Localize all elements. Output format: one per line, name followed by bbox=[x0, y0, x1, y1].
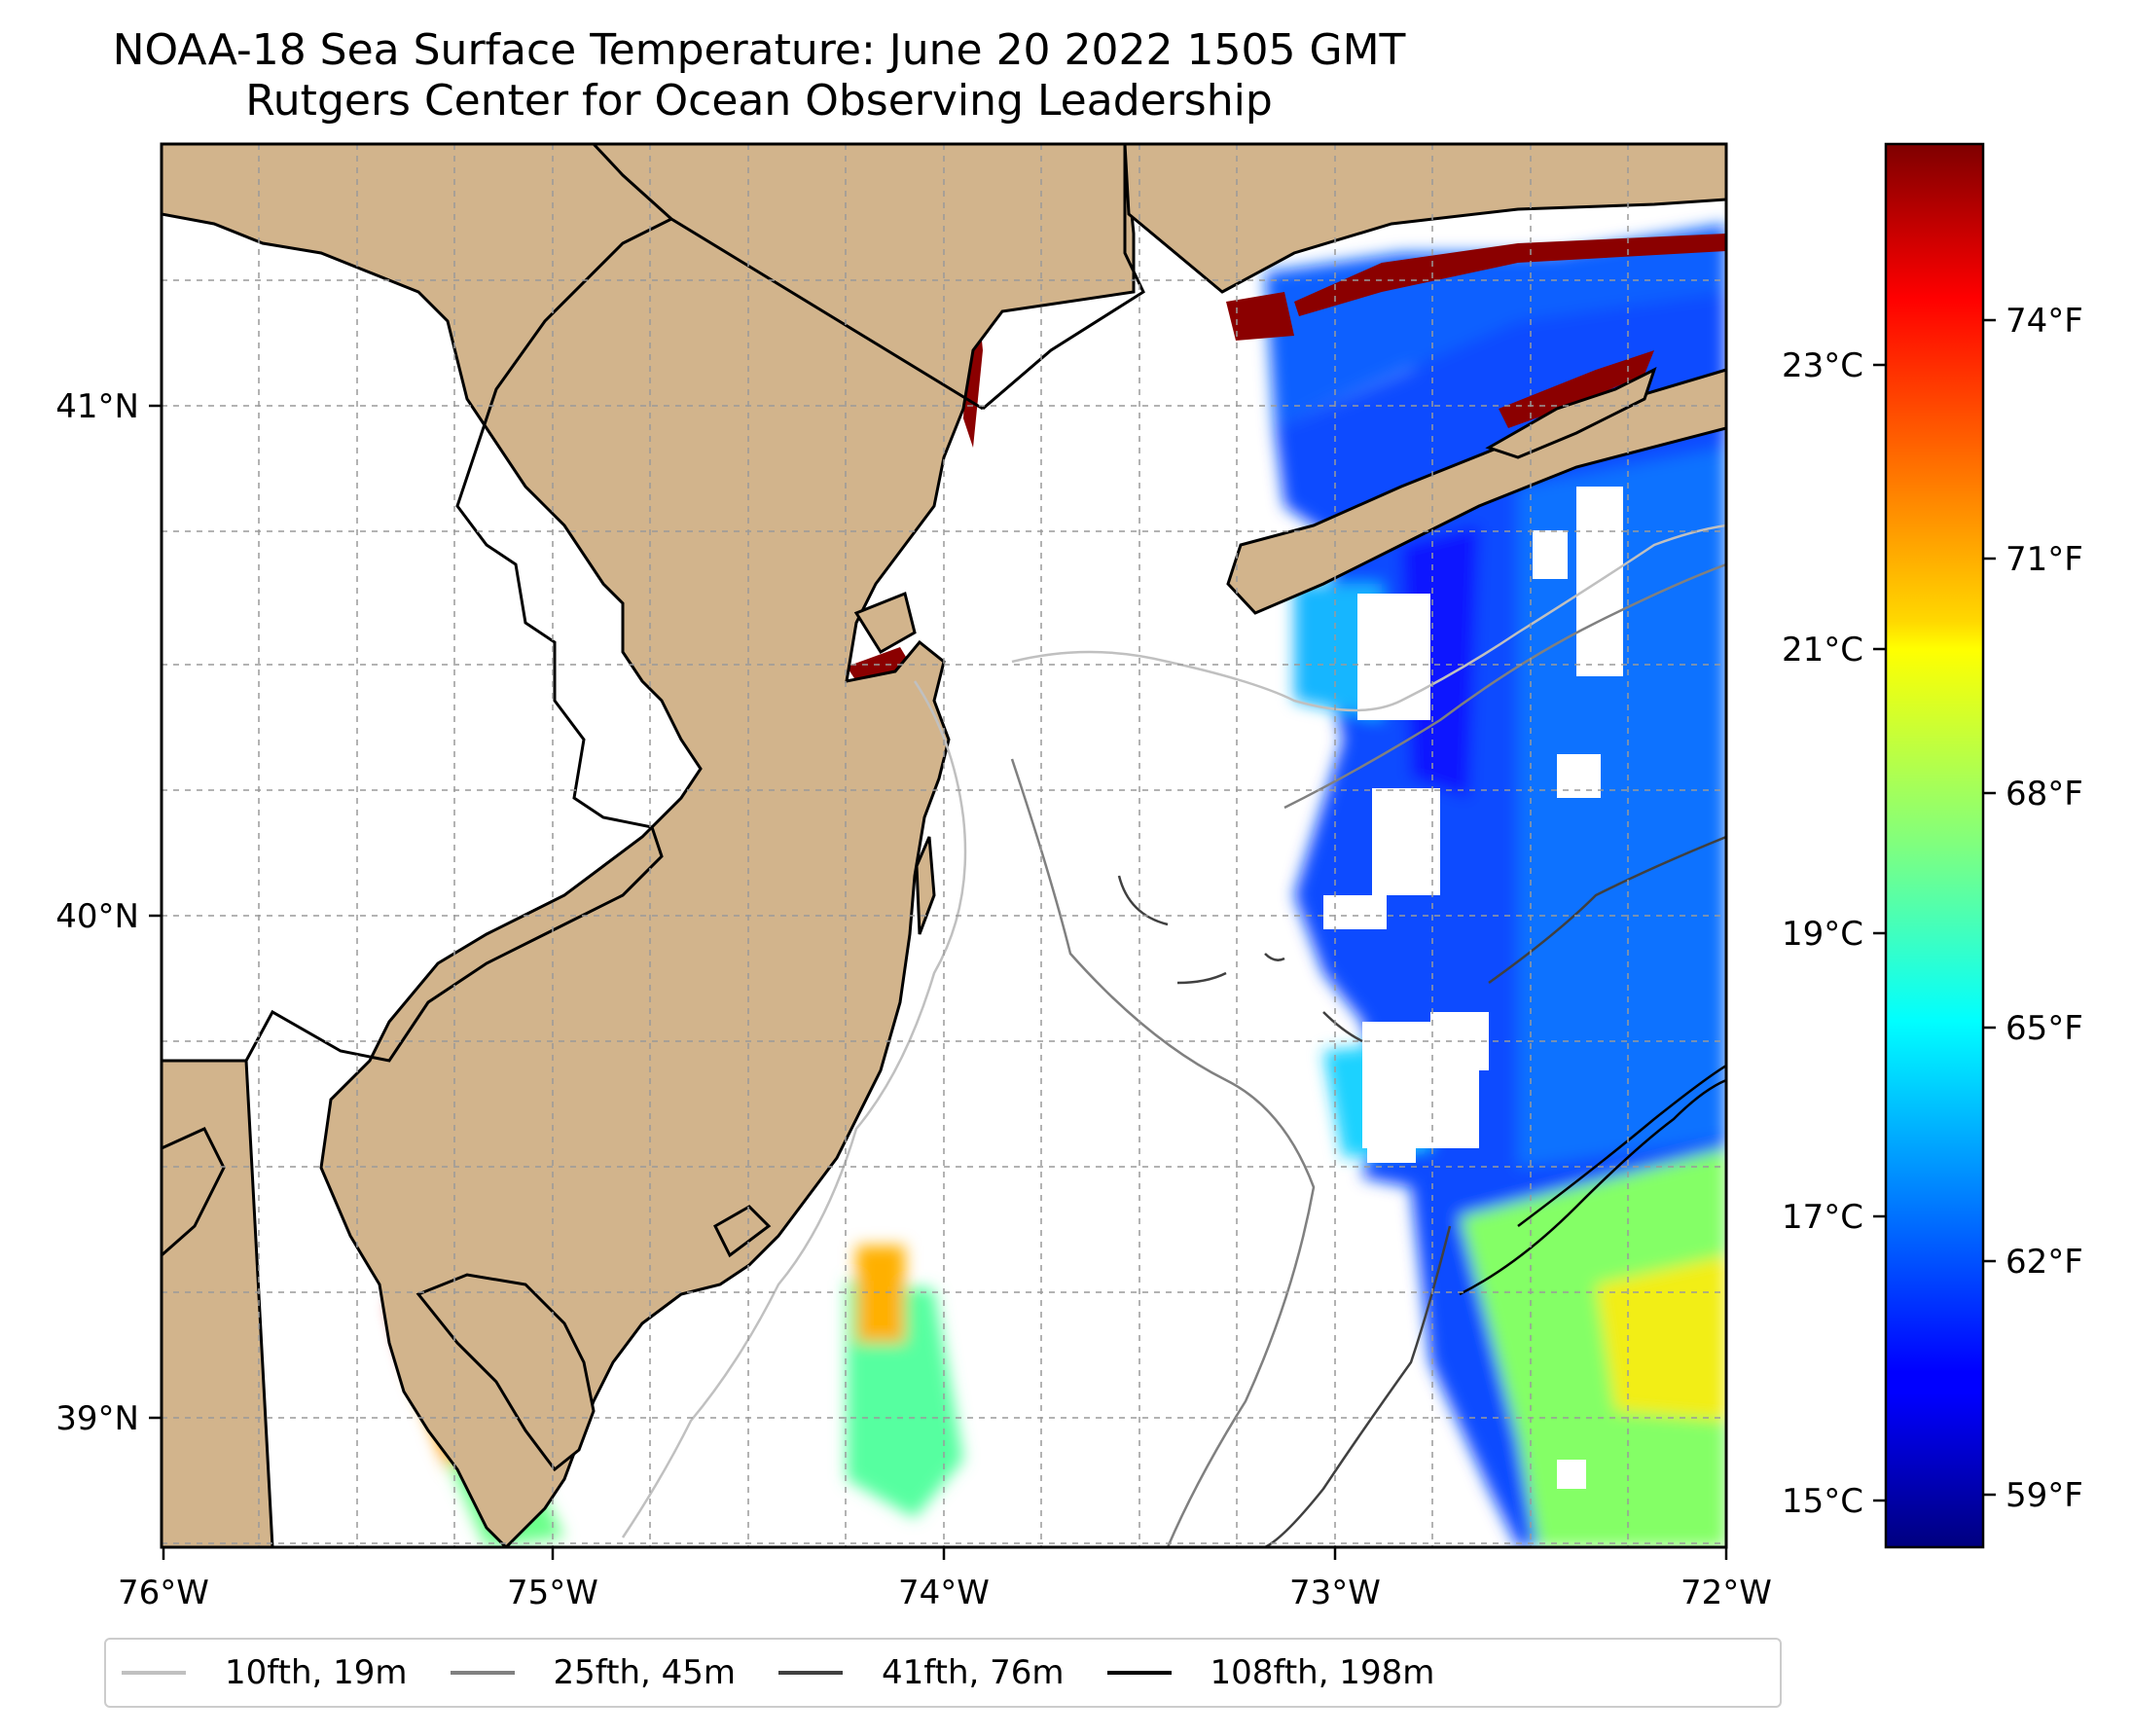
colorbar-celsius-label: 17°C bbox=[1782, 1198, 1863, 1237]
legend-line-41fth bbox=[778, 1671, 844, 1675]
x-tick-label: 72°W bbox=[1680, 1573, 1772, 1612]
x-tick-label: 75°W bbox=[507, 1573, 598, 1612]
colorbar-celsius-label: 23°C bbox=[1782, 346, 1863, 385]
depth-contour-legend: 10fth, 19m 25fth, 45m 41fth, 76m 108fth,… bbox=[104, 1638, 1782, 1708]
legend-label: 41fth, 76m bbox=[882, 1653, 1065, 1692]
legend-label: 25fth, 45m bbox=[553, 1653, 737, 1692]
legend-line-108fth bbox=[1106, 1671, 1172, 1675]
colorbar: 15°C 17°C 19°C 21°C 23°C 59°F 62°F 65°F … bbox=[1782, 142, 2083, 1549]
legend-item: 108fth, 198m bbox=[1106, 1653, 1435, 1692]
cloud-gaps bbox=[1323, 487, 1623, 1489]
y-tick-label: 39°N bbox=[55, 1399, 139, 1438]
x-tick-label: 74°W bbox=[898, 1573, 990, 1612]
map-area bbox=[162, 144, 1726, 1547]
colorbar-fahrenheit-label: 71°F bbox=[2006, 540, 2083, 579]
gridlines bbox=[162, 144, 1726, 1547]
legend-line-10fth bbox=[122, 1671, 186, 1675]
map-title: NOAA-18 Sea Surface Temperature: June 20… bbox=[112, 25, 1406, 75]
colorbar-celsius-label: 19°C bbox=[1782, 915, 1863, 954]
legend-item: 41fth, 76m bbox=[778, 1653, 1065, 1692]
colorbar-celsius-label: 15°C bbox=[1782, 1482, 1863, 1521]
colorbar-fahrenheit-label: 62°F bbox=[2006, 1243, 2083, 1282]
bathymetry-contours bbox=[621, 524, 1726, 1547]
x-tick-label: 76°W bbox=[118, 1573, 209, 1612]
map-subtitle: Rutgers Center for Ocean Observing Leade… bbox=[245, 76, 1273, 126]
legend-label: 10fth, 19m bbox=[225, 1653, 408, 1692]
colorbar-fahrenheit-label: 59°F bbox=[2006, 1476, 2083, 1515]
x-tick-label: 73°W bbox=[1289, 1573, 1381, 1612]
state-borders bbox=[244, 144, 1145, 1063]
land bbox=[162, 144, 1726, 1547]
colorbar-fahrenheit-label: 65°F bbox=[2006, 1009, 2083, 1048]
y-axis: 39°N 40°N 41°N bbox=[55, 387, 162, 1438]
legend-label: 108fth, 198m bbox=[1210, 1653, 1435, 1692]
colorbar-fahrenheit-label: 68°F bbox=[2006, 775, 2083, 814]
colorbar-celsius-label: 21°C bbox=[1782, 631, 1863, 669]
y-tick-label: 41°N bbox=[55, 387, 139, 426]
colorbar-fahrenheit-label: 74°F bbox=[2006, 302, 2083, 341]
legend-item: 10fth, 19m bbox=[122, 1653, 408, 1692]
y-tick-label: 40°N bbox=[55, 897, 139, 936]
legend-item: 25fth, 45m bbox=[450, 1653, 737, 1692]
colorbar-gradient bbox=[1884, 142, 1985, 1549]
x-axis: 76°W 75°W 74°W 73°W 72°W bbox=[118, 1547, 1772, 1612]
legend-line-25fth bbox=[450, 1671, 515, 1675]
